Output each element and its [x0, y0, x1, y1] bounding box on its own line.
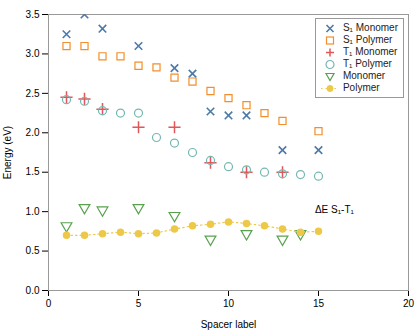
svg-text:Energy (eV): Energy (eV): [2, 126, 13, 179]
html-text:T₁ Polymer: T₁ Polymer: [342, 58, 392, 69]
svg-text:1.0: 1.0: [26, 206, 40, 217]
svg-text:3.5: 3.5: [26, 9, 40, 20]
html-text:T₁ Monomer: T₁ Monomer: [342, 46, 398, 57]
svg-text:Spacer label: Spacer label: [201, 319, 257, 330]
svg-text:3.0: 3.0: [26, 48, 40, 59]
svg-text:5: 5: [136, 298, 142, 309]
svg-text:0.0: 0.0: [26, 285, 40, 296]
html-text:S₁ Polymer: S₁ Polymer: [342, 34, 393, 45]
svg-text:15: 15: [313, 298, 325, 309]
html-text:S₁ Monomer: S₁ Monomer: [342, 22, 398, 33]
html-text:Monomer: Monomer: [342, 70, 386, 81]
svg-text:0: 0: [46, 298, 52, 309]
svg-text:ΔE S₁-T₁: ΔE S₁-T₁: [315, 204, 355, 215]
svg-text:0.5: 0.5: [26, 245, 40, 256]
svg-text:2.5: 2.5: [26, 88, 40, 99]
html-text:Polymer: Polymer: [342, 82, 380, 93]
svg-text:20: 20: [403, 298, 415, 309]
svg-text:2.0: 2.0: [26, 127, 40, 138]
svg-text:10: 10: [223, 298, 235, 309]
svg-text:1.5: 1.5: [26, 166, 40, 177]
